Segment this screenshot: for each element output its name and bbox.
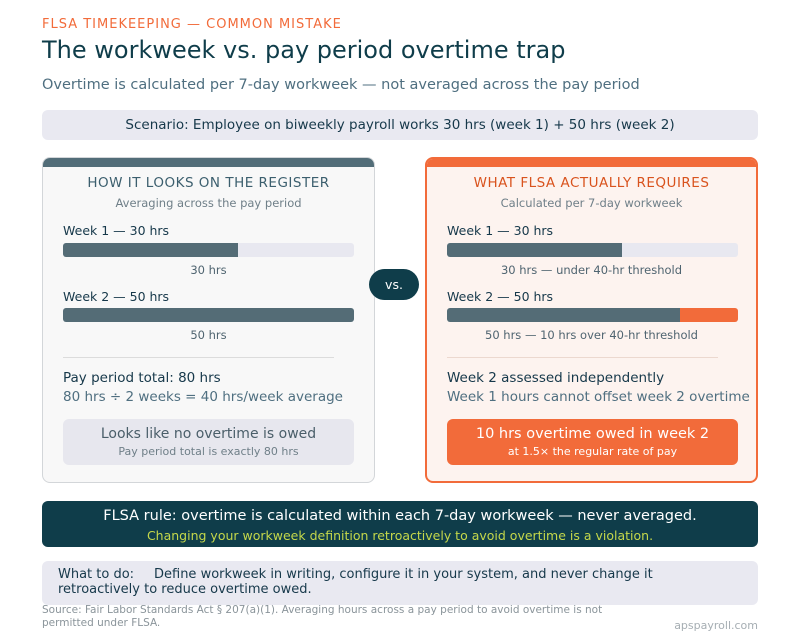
summary-independent: Week 2 assessed independently [447, 370, 665, 386]
register-view-card: HOW IT LOOKS ON THE REGISTER Averaging a… [42, 157, 375, 483]
week-2-label: Week 2 — 50 hrs [63, 289, 170, 304]
card-top-bar [427, 159, 756, 167]
week-2-caption: 50 hrs [190, 328, 227, 342]
verdict-detail: at 1.5× the regular rate of pay [507, 445, 678, 458]
overtime-owed-box: 10 hrs overtime owed in week 2 at 1.5× t… [447, 419, 738, 465]
week-2-bar-fill [63, 308, 354, 322]
card-top-bar [43, 158, 374, 167]
rule-note: Changing your workweek definition retroa… [146, 528, 654, 543]
week-1-label: Week 1 — 30 hrs [63, 223, 170, 238]
flsa-requirement-card: WHAT FLSA ACTUALLY REQUIRES Calculated p… [425, 157, 758, 483]
summary-no-offset: Week 1 hours cannot offset week 2 overti… [447, 389, 750, 405]
week-1-caption: 30 hrs — under 40-hr threshold [500, 263, 683, 277]
card-subheading: Calculated per 7-day workweek [500, 196, 683, 210]
what-to-do-label: What to do: [58, 567, 135, 582]
eyebrow: FLSA TIMEKEEPING — COMMON MISTAKE [42, 17, 342, 32]
week-2-bar-regular [447, 308, 680, 322]
verdict-detail: Pay period total is exactly 80 hrs [118, 445, 299, 458]
rule-text: FLSA rule: overtime is calculated within… [103, 508, 697, 524]
source-note: Source: Fair Labor Standards Act § 207(a… [42, 604, 603, 629]
page-title: The workweek vs. pay period overtime tra… [42, 36, 566, 64]
week-1-bar-fill [447, 243, 622, 257]
week-1-label: Week 1 — 30 hrs [447, 223, 554, 238]
verdict-box: Looks like no overtime is owed Pay perio… [63, 419, 354, 465]
summary-average: 80 hrs ÷ 2 weeks = 40 hrs/week average [63, 389, 343, 405]
flsa-rule-banner: FLSA rule: overtime is calculated within… [42, 501, 758, 547]
card-heading: WHAT FLSA ACTUALLY REQUIRES [473, 175, 710, 191]
week-2-bar-overtime [679, 308, 738, 322]
card-heading: HOW IT LOOKS ON THE REGISTER [87, 175, 330, 191]
week-2-caption: 50 hrs — 10 hrs over 40-hr threshold [485, 328, 698, 342]
week-2-bar [447, 308, 738, 322]
summary-total: Pay period total: 80 hrs [63, 370, 221, 386]
divider [63, 357, 334, 358]
what-to-do-box: What to do: Define workweek in writing, … [42, 561, 758, 605]
week-1-bar [63, 243, 354, 257]
week-1-caption: 30 hrs [190, 263, 227, 277]
brand-url: apspayroll.com [674, 619, 758, 632]
what-to-do-text: Define workweek in writing, configure it… [58, 567, 653, 597]
card-subheading: Averaging across the pay period [115, 196, 302, 210]
vs-badge: vs. [369, 269, 419, 300]
verdict-main: Looks like no overtime is owed [100, 426, 317, 442]
divider [447, 357, 718, 358]
week-2-label: Week 2 — 50 hrs [447, 289, 554, 304]
week-2-bar [63, 308, 354, 322]
scenario-banner: Scenario: Employee on biweekly payroll w… [42, 110, 758, 140]
verdict-main: 10 hrs overtime owed in week 2 [475, 426, 710, 442]
page-subtitle: Overtime is calculated per 7-day workwee… [42, 77, 640, 93]
week-1-bar [447, 243, 738, 257]
week-1-bar-fill [63, 243, 238, 257]
